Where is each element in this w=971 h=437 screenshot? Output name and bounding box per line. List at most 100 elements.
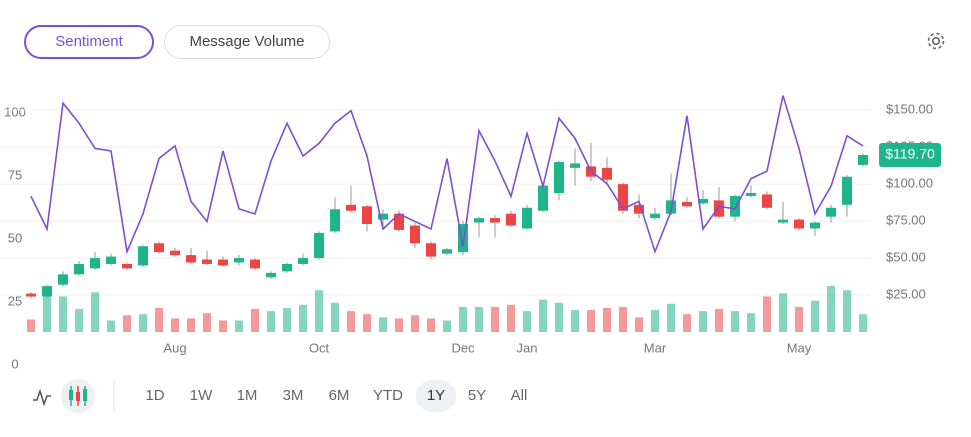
volume-bar [683,314,691,332]
range-button[interactable]: 5Y [467,387,487,404]
range-button[interactable]: YTD [373,387,403,404]
candle-body [138,246,148,266]
candle-body [442,249,452,254]
candle-body [186,255,196,263]
candle-body [474,218,484,223]
candle-body [730,195,740,217]
range-button[interactable]: 3M [282,387,304,404]
candle-chart-icon[interactable] [69,386,87,406]
x-tick-label: Jan [517,340,538,355]
candle-body [394,213,404,230]
y-tick-label: 100 [4,105,26,120]
candle-body [714,200,724,217]
candle-body [762,194,772,208]
volume-bar [107,320,115,332]
candle-body [794,219,804,229]
y-tick-label: 50 [8,231,22,246]
volume-bar [715,309,723,332]
volume-bar [443,320,451,332]
sentiment-line [30,95,864,255]
volume-bar [747,313,755,332]
range-button[interactable]: 1M [236,387,258,404]
volume-bar [667,303,675,332]
candle-body [362,206,372,225]
settings-icon[interactable] [927,32,945,50]
volume-bar [699,311,707,332]
candle-body [250,259,260,269]
candle-body [490,218,500,223]
candle-body [826,207,836,217]
volume-bar [187,318,195,332]
volume-bar [555,302,563,332]
candle-body [90,258,100,269]
candle-body [170,250,180,256]
volume-bar [139,314,147,332]
candle-body [266,272,276,278]
volume-bar [651,310,659,332]
range-button[interactable]: 1W [189,387,213,404]
range-button[interactable]: All [510,387,528,404]
volume-bar [379,317,387,332]
volume-bar [619,306,627,332]
line-chart-icon[interactable] [33,388,51,407]
candle-body [346,204,356,211]
candle-body [458,224,468,253]
tab[interactable]: Sentiment [24,25,154,59]
volume-bar [123,315,131,332]
volume-bar [843,290,851,332]
candle-body [810,222,820,229]
candle-body [42,286,52,297]
candle-body [522,207,532,229]
volume-bar [475,306,483,332]
range-button[interactable]: 1Y [416,380,456,412]
candle-body [378,213,388,220]
volume-bar [315,290,323,332]
tab[interactable]: Message Volume [164,25,330,59]
volume-bar [539,299,547,332]
range-button[interactable]: 6M [328,387,350,404]
volume-bar [571,310,579,332]
volume-bar [427,318,435,332]
candle-body [858,154,868,165]
candle-body [298,258,308,264]
volume-bar [523,311,531,332]
volume-bar [859,314,867,332]
volume-bar [27,319,35,332]
y-tick-label: 75 [8,168,22,183]
range-button[interactable]: 1D [145,387,165,404]
candle-body [746,192,756,196]
candle-body [618,184,628,211]
volume-bar [283,307,291,332]
volume-bar [587,310,595,332]
volume-bar [395,318,403,332]
volume-bar [299,304,307,332]
y2-tick-label: $25.00 [886,286,926,301]
y2-tick-label: $100.00 [886,176,933,191]
volume-bar [59,296,67,332]
volume-bar [731,311,739,332]
volume-bar [763,296,771,332]
volume-bar [507,304,515,332]
y-tick-label: 0 [11,356,18,371]
candle-body [74,263,84,275]
x-tick-label: Dec [451,340,475,355]
candle-body [282,263,292,272]
volume-bar [635,317,643,332]
x-tick-label: Aug [163,340,186,355]
volume-bar [267,311,275,332]
volume-bar [331,302,339,332]
candle-body [634,204,644,214]
candle-body [650,213,660,219]
volume-bar [795,306,803,332]
volume-bar [459,306,467,332]
candle-body [26,293,36,297]
volume-bar [779,293,787,332]
x-tick-label: Mar [644,340,667,355]
volume-bar [91,292,99,332]
candle-body [570,163,580,168]
volume-bar [75,309,83,332]
volume-bar [363,314,371,332]
candle-body [234,258,244,263]
